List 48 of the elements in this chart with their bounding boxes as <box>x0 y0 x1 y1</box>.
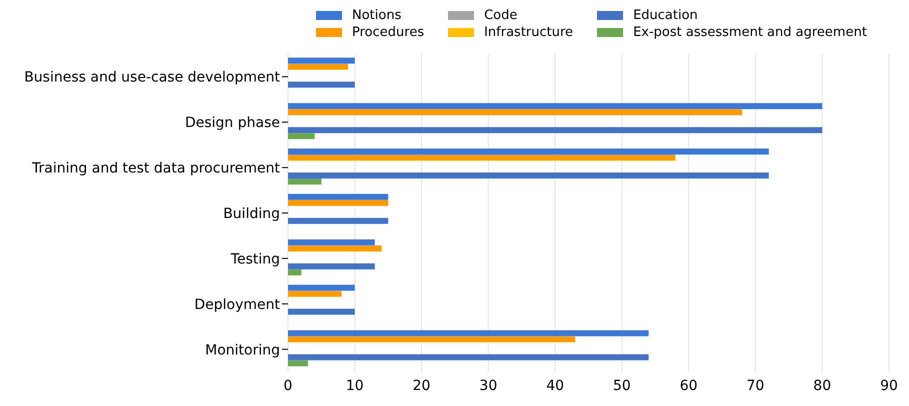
y-tick-label: Monitoring <box>205 342 280 358</box>
y-tick-label: Testing <box>230 251 280 268</box>
bar <box>288 308 355 315</box>
x-tick-label: 60 <box>680 378 698 394</box>
bar <box>288 127 822 134</box>
x-tick-label: 80 <box>813 378 832 394</box>
bar <box>288 154 676 160</box>
bar <box>288 284 355 291</box>
bar <box>288 354 649 360</box>
bar <box>288 239 375 246</box>
bar <box>288 200 388 206</box>
bar <box>288 336 576 342</box>
x-tick-label: 20 <box>412 378 430 394</box>
x-tick-label: 30 <box>479 378 498 394</box>
bar <box>288 178 322 184</box>
y-tick-label: Deployment <box>194 296 281 313</box>
bar <box>288 360 308 366</box>
legend-label: Procedures <box>352 25 424 40</box>
legend-label: Infrastructure <box>484 25 574 40</box>
bar <box>288 133 315 140</box>
bar <box>288 148 769 154</box>
legend-label: Ex-post assessment and agreement <box>633 25 867 40</box>
legend-label: Education <box>633 8 698 23</box>
bar <box>288 103 822 110</box>
bar <box>288 64 348 70</box>
bar <box>288 269 302 276</box>
x-tick-label: 0 <box>284 378 292 394</box>
bar <box>288 330 649 336</box>
bar <box>288 263 375 270</box>
bar <box>288 245 382 252</box>
x-tick-label: 90 <box>880 378 898 394</box>
bar <box>288 194 388 200</box>
bar <box>288 109 742 116</box>
x-tick-label: 40 <box>546 378 564 394</box>
legend-label: Code <box>484 8 518 23</box>
y-tick-label: Design phase <box>184 115 280 132</box>
x-tick-label: 70 <box>746 378 764 394</box>
y-tick-label: Business and use-case development <box>24 70 281 86</box>
bar <box>288 290 342 297</box>
bar <box>288 58 355 64</box>
bar <box>288 82 355 88</box>
bar <box>288 172 769 178</box>
y-tick-label: Training and test data procurement <box>31 160 281 177</box>
bar <box>288 218 388 224</box>
x-tick-label: 50 <box>612 378 631 394</box>
x-tick-label: 10 <box>346 378 364 394</box>
legend-label: Notions <box>352 8 402 23</box>
y-tick-label: Building <box>223 206 280 222</box>
